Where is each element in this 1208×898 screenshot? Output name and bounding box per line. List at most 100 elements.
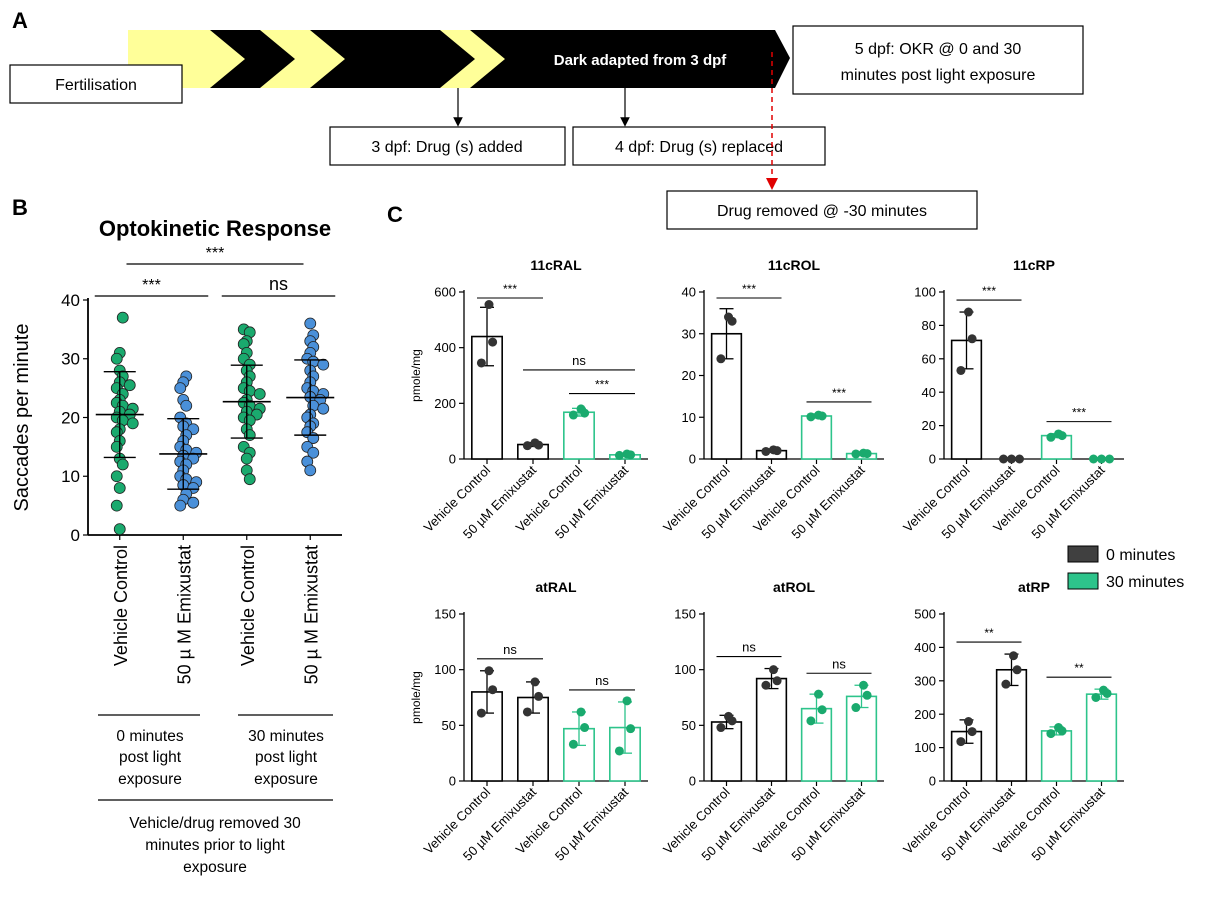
group-label-0min-line2: post light [119, 749, 182, 766]
panel-b-annotations: 0 minutes post light exposure 30 minutes… [98, 714, 333, 876]
y-tick-label: 30 [61, 350, 80, 369]
data-point [530, 677, 540, 687]
data-point [1057, 431, 1067, 441]
chart-title: Optokinetic Response [99, 216, 331, 241]
y-tick-label: 150 [434, 607, 456, 622]
data-point [534, 691, 544, 701]
data-point [851, 703, 861, 713]
data-point [1015, 454, 1024, 464]
y-tick-label: 0 [689, 774, 696, 789]
bar [710, 721, 743, 782]
significance-label: ns [503, 642, 517, 657]
bar [563, 411, 595, 460]
y-axis-label: Saccades per minute [11, 324, 33, 512]
drug-replaced-label: 4 dpf: Drug (s) replaced [615, 139, 783, 156]
group-label-30min-line3: exposure [254, 771, 318, 788]
data-point [307, 446, 320, 459]
data-point [304, 317, 317, 330]
significance-label: ** [984, 626, 994, 640]
significance-label: *** [503, 282, 517, 296]
significance-label: *** [982, 284, 996, 298]
data-point [484, 300, 494, 310]
significance-label: ns [742, 640, 756, 655]
y-tick-label: 100 [914, 740, 936, 755]
y-tick-label: 20 [61, 408, 80, 427]
data-point [110, 440, 123, 453]
data-point [126, 417, 139, 430]
bar [995, 668, 1028, 782]
x-tick-label: 50 µ M Emixustat [301, 545, 321, 684]
x-tick-label: Vehicle Control [238, 545, 258, 666]
y-tick-label: 40 [682, 285, 696, 300]
data-point [568, 739, 578, 749]
chart-title: 11cRAL [530, 257, 582, 273]
bar [1085, 693, 1118, 782]
y-axis-label: pmole/mg [409, 349, 423, 402]
x-tick-label: Vehicle Control [111, 545, 131, 666]
data-point [317, 358, 330, 371]
data-point [243, 429, 256, 442]
data-point [1009, 651, 1018, 661]
y-tick-label: 0 [449, 452, 456, 467]
significance-label: *** [742, 282, 756, 296]
chart-title: 11cROL [768, 257, 821, 273]
bar [845, 695, 878, 782]
legend: 0 minutes 30 minutes [1067, 545, 1184, 591]
data-point [614, 450, 624, 460]
data-point [484, 666, 494, 676]
data-point [253, 388, 266, 400]
data-point [967, 727, 977, 737]
data-point [851, 449, 861, 459]
data-point [817, 705, 827, 715]
panel-label-a: A [12, 8, 28, 33]
timeline: Dark adapted from 3 dpf Fertilisation 5 … [9, 25, 1084, 230]
significance-label: ns [572, 353, 586, 368]
data-point [761, 680, 771, 690]
y-tick-label: 500 [914, 607, 936, 622]
data-point [806, 716, 816, 726]
y-tick-label: 80 [922, 318, 936, 333]
panel-label-b: B [12, 195, 28, 220]
y-tick-label: 0 [449, 774, 456, 789]
data-point [522, 707, 532, 717]
data-point [1046, 432, 1056, 442]
significance-label: ns [595, 673, 609, 688]
y-tick-label: 200 [434, 396, 456, 411]
data-point [568, 410, 578, 420]
drug-added-box [329, 126, 566, 166]
data-point [999, 454, 1008, 464]
y-tick-label: 300 [914, 673, 936, 688]
data-point [727, 316, 737, 326]
legend-swatch-0min [1067, 545, 1099, 563]
data-point [522, 441, 532, 451]
timeline-chevron-2 [260, 30, 345, 88]
data-point [626, 450, 636, 460]
data-point [1089, 454, 1098, 464]
data-point [1057, 726, 1067, 736]
drug-replaced-box [572, 126, 826, 166]
chart-title: 11cRP [1013, 257, 1055, 273]
data-point [862, 449, 872, 459]
data-point [614, 746, 624, 756]
significance-label: *** [595, 378, 609, 392]
data-point [113, 482, 126, 494]
data-point [1097, 454, 1106, 464]
bar [755, 677, 788, 782]
data-point [1046, 729, 1056, 739]
data-point [110, 352, 123, 365]
dark-adapted-label: Dark adapted from 3 dpf [554, 52, 728, 69]
group-label-30min-line2: post light [255, 749, 318, 766]
x-tick-label: 50 µ M Emixustat [174, 545, 194, 684]
y-tick-label: 50 [682, 718, 696, 733]
y-tick-label: 100 [914, 285, 936, 300]
data-point [806, 412, 816, 422]
data-point [727, 716, 737, 726]
bottom-note-line1: Vehicle/drug removed 30 [129, 815, 301, 832]
data-point [626, 724, 636, 734]
data-point [761, 446, 771, 456]
bar [800, 415, 833, 460]
